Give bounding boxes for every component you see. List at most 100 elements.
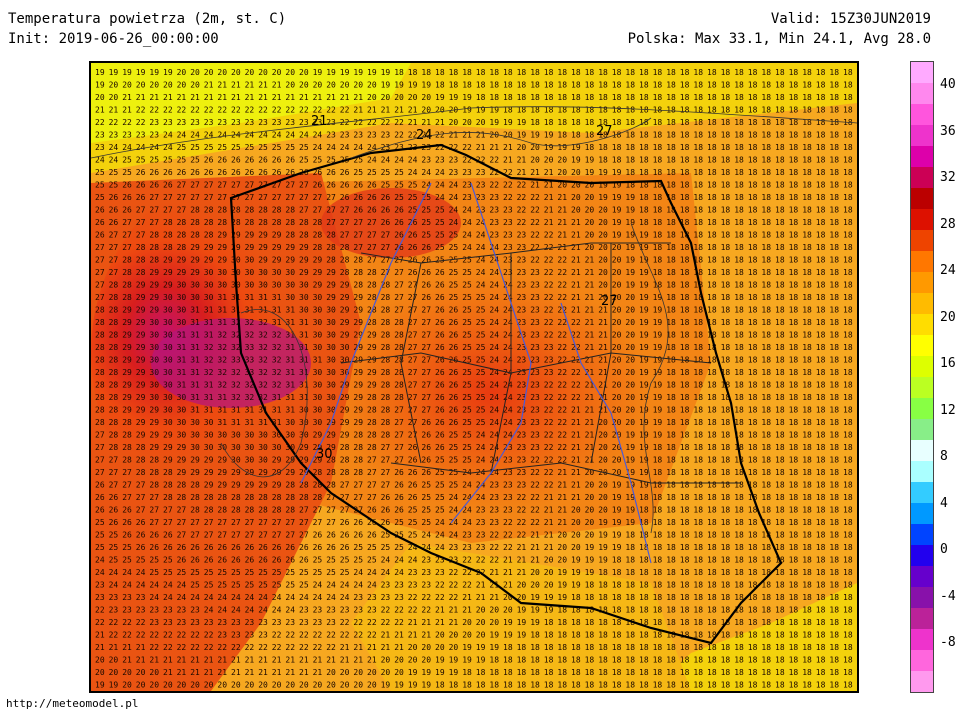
temperature-value: 18 (734, 543, 744, 552)
temperature-value: 29 (217, 481, 227, 490)
temperature-value: 18 (666, 81, 676, 90)
temperature-value: 20 (598, 293, 608, 302)
temperature-value: 24 (258, 131, 268, 140)
temperature-value: 28 (95, 356, 105, 365)
temperature-value: 21 (557, 193, 567, 202)
temperature-value: 27 (136, 493, 146, 502)
temperature-value: 20 (462, 618, 472, 627)
temperature-value: 18 (585, 131, 595, 140)
temperature-value: 24 (489, 331, 499, 340)
temperature-value: 28 (136, 468, 146, 477)
temperature-value: 33 (245, 356, 255, 365)
temperature-value: 20 (408, 656, 418, 665)
temperature-value: 31 (272, 393, 282, 402)
temperature-value: 27 (163, 206, 173, 215)
temperature-value: 18 (625, 593, 635, 602)
temperature-value: 19 (598, 556, 608, 565)
temperature-value: 20 (340, 81, 350, 90)
temperature-value: 24 (503, 343, 513, 352)
temperature-value: 23 (476, 531, 486, 540)
temperature-value: 18 (639, 193, 649, 202)
temperature-value: 18 (571, 106, 581, 115)
temperature-value: 27 (285, 181, 295, 190)
temperature-value: 27 (381, 481, 391, 490)
temperature-value: 19 (503, 618, 513, 627)
temperature-value: 18 (748, 656, 758, 665)
temperature-value: 19 (653, 431, 663, 440)
temperature-value: 18 (829, 206, 839, 215)
temperature-value: 18 (544, 81, 554, 90)
temperature-value: 20 (612, 306, 622, 315)
footer-url[interactable]: http://meteomodel.pl (6, 697, 139, 710)
temperature-value: 20 (476, 118, 486, 127)
temperature-value: 29 (149, 293, 159, 302)
temperature-value: 18 (721, 681, 731, 690)
temperature-value: 32 (204, 368, 214, 377)
colorbar-segment (911, 167, 933, 188)
temperature-value: 18 (517, 656, 527, 665)
temperature-value: 26 (122, 506, 132, 515)
temperature-value: 18 (489, 81, 499, 90)
temperature-value: 18 (761, 518, 771, 527)
temperature-value: 18 (707, 343, 717, 352)
cooler-zone-northwest (91, 63, 411, 143)
temperature-value: 20 (598, 243, 608, 252)
temperature-value: 19 (639, 406, 649, 415)
temperature-value: 23 (517, 243, 527, 252)
temperature-value: 18 (789, 443, 799, 452)
temperature-value: 18 (530, 668, 540, 677)
temperature-value: 18 (761, 631, 771, 640)
temperature-value: 27 (367, 481, 377, 490)
temperature-value: 23 (394, 143, 404, 152)
temperature-value: 23 (326, 606, 336, 615)
temperature-value: 22 (313, 106, 323, 115)
temperature-value: 29 (136, 343, 146, 352)
temperature-value: 18 (775, 156, 785, 165)
temperature-value: 22 (557, 356, 567, 365)
temperature-value: 27 (245, 531, 255, 540)
temperature-value: 28 (340, 243, 350, 252)
temperature-value: 18 (802, 556, 812, 565)
temperature-value: 18 (639, 606, 649, 615)
temperature-value: 27 (109, 256, 119, 265)
temperature-value: 30 (190, 443, 200, 452)
temperature-value: 26 (408, 231, 418, 240)
temperature-value: 21 (598, 331, 608, 340)
temperature-value: 27 (109, 468, 119, 477)
temperature-value: 18 (598, 643, 608, 652)
temperature-value: 18 (816, 456, 826, 465)
temperature-value: 19 (653, 406, 663, 415)
temperature-value: 18 (829, 618, 839, 627)
temperature-value: 18 (789, 343, 799, 352)
temperature-value: 21 (489, 568, 499, 577)
temperature-value: 19 (571, 156, 581, 165)
temperature-value: 28 (394, 393, 404, 402)
temperature-value: 23 (449, 556, 459, 565)
temperature-value: 25 (435, 231, 445, 240)
temperature-value: 18 (571, 68, 581, 77)
temperature-value: 18 (789, 181, 799, 190)
temperature-value: 22 (544, 406, 554, 415)
temperature-value: 18 (707, 256, 717, 265)
temperature-value: 18 (789, 318, 799, 327)
temperature-value: 25 (435, 218, 445, 227)
temperature-value: 20 (557, 556, 567, 565)
temperature-value: 18 (843, 418, 853, 427)
temperature-value: 18 (761, 368, 771, 377)
temperature-value: 18 (843, 181, 853, 190)
temperature-value: 18 (489, 93, 499, 102)
temperature-value: 21 (381, 631, 391, 640)
temperature-value: 26 (231, 168, 241, 177)
temperature-value: 18 (435, 681, 445, 690)
temperature-value: 29 (122, 306, 132, 315)
temperature-value: 23 (476, 206, 486, 215)
temperature-value: 18 (653, 268, 663, 277)
temperature-value: 25 (449, 443, 459, 452)
temperature-value: 24 (177, 131, 187, 140)
temperature-value: 18 (680, 518, 690, 527)
temperature-value: 24 (462, 218, 472, 227)
temperature-value: 24 (489, 456, 499, 465)
temperature-value: 24 (204, 606, 214, 615)
temperature-value: 18 (734, 281, 744, 290)
temperature-value: 31 (190, 306, 200, 315)
